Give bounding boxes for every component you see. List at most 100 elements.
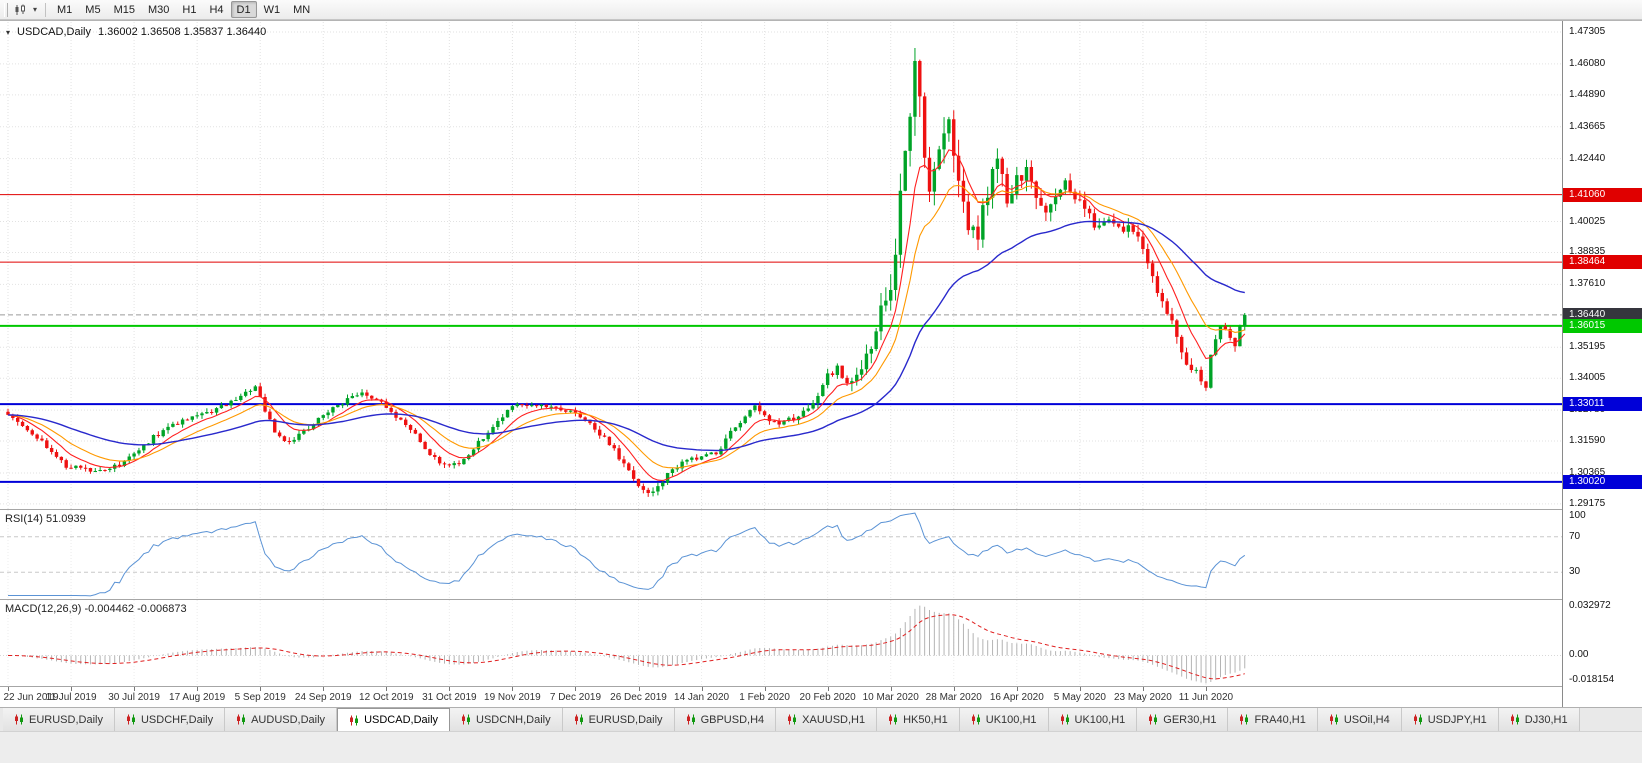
timeframe-button-h4[interactable]: H4 [209, 3, 224, 16]
chart-tab-label: EURUSD,Daily [29, 713, 103, 726]
chart-thumbnail-icon [126, 714, 136, 725]
axis-label: 1.38835 [1569, 246, 1606, 258]
chart-tab-dj30-h1[interactable]: DJ30,H1 [1498, 708, 1580, 731]
chart-tab-ger30-h1[interactable]: GER30,H1 [1137, 708, 1229, 731]
chart-tab-label: HK50,H1 [903, 713, 948, 726]
chart-tab-label: GBPUSD,H4 [700, 713, 765, 726]
price-badge-blue: 1.33011 [1563, 397, 1642, 412]
rsi-label: RSI(14) 51.0939 [5, 513, 86, 525]
time-label: 22 Jun 2019 [3, 692, 59, 703]
time-label: 30 Jul 2019 [108, 692, 160, 703]
time-tick [71, 687, 73, 691]
chart-tab-uk100-h1[interactable]: UK100,H1 [1048, 708, 1138, 731]
chart-thumbnail-icon [461, 714, 471, 725]
chart-window: ▾ USDCAD,Daily 1.36002 1.36508 1.35837 1… [0, 20, 1642, 708]
chart-symbol-period: USDCAD,Daily [17, 26, 91, 38]
chart-tab-usdjpy-h1[interactable]: USDJPY,H1 [1401, 708, 1499, 731]
panel-separator[interactable] [0, 509, 1642, 510]
time-label: 10 Mar 2020 [862, 692, 919, 703]
price-chart[interactable] [0, 22, 1562, 509]
price-badge-green: 1.36015 [1563, 318, 1642, 333]
chart-tab-hk50-h1[interactable]: HK50,H1 [877, 708, 960, 731]
axis-label: 1.46080 [1569, 57, 1606, 69]
chart-tab-fra40-h1[interactable]: FRA40,H1 [1228, 708, 1318, 731]
chart-tab-xauusd-h1[interactable]: XAUUSD,H1 [776, 708, 878, 731]
time-tick [575, 687, 577, 691]
time-label: 16 Apr 2020 [989, 692, 1044, 703]
timeframe-button-m1[interactable]: M1 [57, 3, 73, 16]
chart-tab-audusd-daily[interactable]: AUDUSD,Daily [225, 708, 338, 731]
time-tick [449, 687, 451, 691]
time-tick [701, 687, 703, 691]
time-tick [890, 687, 892, 691]
chart-tab-label: GER30,H1 [1163, 713, 1217, 726]
timeframe-button-w1[interactable]: W1 [263, 3, 281, 16]
axis-label: 1.35195 [1569, 341, 1606, 353]
axis-label: 1.31590 [1569, 435, 1606, 447]
timeframe-button-h1[interactable]: H1 [182, 3, 197, 16]
timeframe-button-mn[interactable]: MN [293, 3, 311, 16]
time-tick [386, 687, 388, 691]
chart-tab-label: USDCHF,Daily [140, 713, 214, 726]
panel-separator[interactable] [0, 599, 1642, 600]
chart-tab-label: UK100,H1 [1074, 713, 1126, 726]
axis-label: 1.42440 [1569, 152, 1606, 164]
time-tick [764, 687, 766, 691]
chart-tab-usdcad-daily[interactable]: USDCAD,Daily [337, 708, 451, 731]
chart-type-icon[interactable] [12, 2, 30, 18]
chart-title: ▾ USDCAD,Daily 1.36002 1.36508 1.35837 1… [6, 26, 266, 38]
timeframe-button-m5[interactable]: M5 [85, 3, 101, 16]
time-axis[interactable]: 22 Jun 2019 11 Jul 2019 30 Jul 2019 17 Aug … [0, 687, 1562, 708]
chart-tab-uk100-h1[interactable]: UK100,H1 [959, 708, 1049, 731]
time-label: 5 May 2020 [1053, 692, 1106, 703]
axis-label: 30 [1569, 566, 1581, 578]
chart-tab-label: USDCNH,Daily [476, 713, 551, 726]
axis-label: 100 [1569, 510, 1586, 521]
chart-tab-gbpusd-h4[interactable]: GBPUSD,H4 [674, 708, 777, 731]
timeframe-button-m15[interactable]: M15 [113, 3, 135, 16]
timeframe-button-d1[interactable]: D1 [230, 1, 257, 18]
chart-thumbnail-icon [787, 714, 797, 725]
chart-thumbnail-icon [971, 714, 981, 725]
axis-label: 1.34005 [1569, 372, 1606, 384]
time-tick [953, 687, 955, 691]
time-label: 28 Mar 2020 [925, 692, 982, 703]
time-tick [134, 687, 136, 691]
timeframe-button-m30[interactable]: M30 [147, 3, 170, 16]
chart-thumbnail-icon [888, 714, 898, 725]
time-label: 31 Oct 2019 [422, 692, 477, 703]
chart-tab-label: FRA40,H1 [1254, 713, 1306, 726]
chart-tab-usdchf-daily[interactable]: USDCHF,Daily [114, 708, 226, 731]
bottom-strip [0, 731, 1642, 763]
chart-tab-eurusd-daily[interactable]: EURUSD,Daily [3, 708, 115, 731]
chart-thumbnail-icon [1148, 714, 1158, 725]
chart-ohlc-values: 1.36002 1.36508 1.35837 1.36440 [97, 26, 267, 38]
time-tick [1205, 687, 1207, 691]
chart-window-icon: ▾ [6, 27, 11, 37]
time-label: 7 Dec 2019 [549, 692, 602, 703]
chart-tab-eurusd-daily[interactable]: EURUSD,Daily [562, 708, 675, 731]
chart-tab-label: USDCAD,Daily [364, 714, 439, 726]
macd-panel[interactable] [0, 600, 1562, 686]
chart-thumbnail-icon [574, 714, 584, 725]
toolbar-grip[interactable] [4, 2, 8, 17]
time-label: 14 Jan 2020 [674, 692, 730, 703]
time-label: 24 Sep 2019 [294, 692, 352, 703]
chevron-down-icon[interactable]: ▾ [32, 5, 37, 14]
chart-thumbnail-icon [1413, 714, 1423, 725]
chart-tab-usdcnh-daily[interactable]: USDCNH,Daily [450, 708, 563, 731]
time-label: 5 Sep 2019 [234, 692, 286, 703]
axis-label: 1.47305 [1569, 26, 1606, 38]
rsi-panel[interactable] [0, 510, 1562, 599]
time-label: 11 Jun 2020 [1178, 692, 1234, 703]
axis-label: 1.43665 [1569, 120, 1606, 132]
axis-label: 1.44890 [1569, 88, 1606, 100]
axis-label: 1.30365 [1569, 466, 1606, 478]
chart-tab-label: USOil,H4 [1343, 713, 1390, 726]
chart-thumbnail-icon [686, 714, 696, 725]
time-tick [1142, 687, 1144, 691]
axis-label: -0.018154 [1569, 674, 1615, 685]
price-axis[interactable]: 1.47305 1.46080 1.44890 1.43665 1.42440 1.400… [1562, 21, 1642, 708]
chart-tab-usoil-h4[interactable]: USOil,H4 [1317, 708, 1402, 731]
